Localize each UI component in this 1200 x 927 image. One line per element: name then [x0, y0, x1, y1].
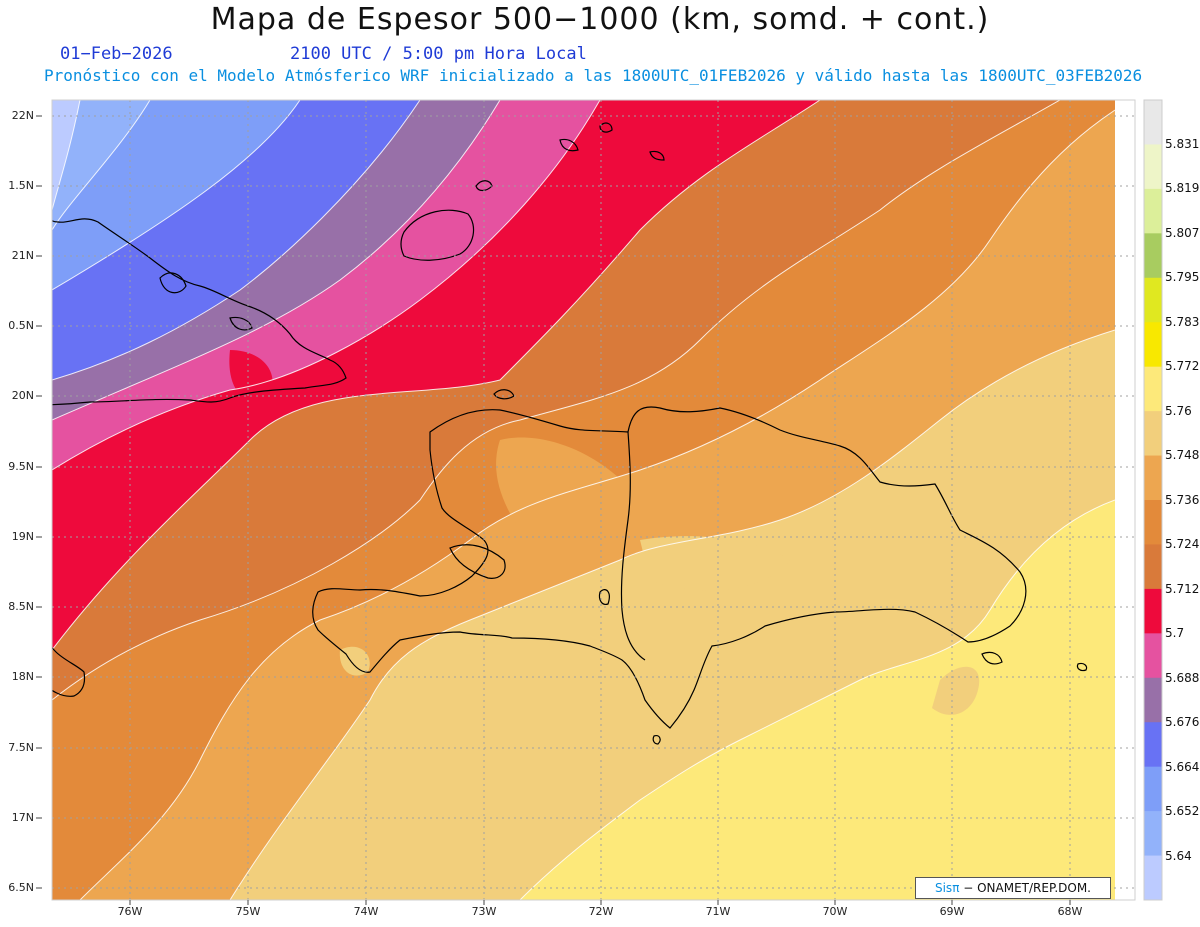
colorbar-label: 5.712	[1165, 582, 1200, 596]
contour-lines	[52, 100, 1115, 900]
credit-logo: Sisπ	[934, 881, 960, 895]
lat-label: 0.5N	[8, 319, 34, 332]
map-frame	[51, 99, 1136, 901]
colorbar-swatch-lavender	[1144, 855, 1162, 901]
colorbar-swatch-pale-blue	[1144, 811, 1162, 857]
lat-label: 21N	[11, 249, 34, 262]
thickness-fill	[52, 100, 1115, 900]
tick-marks	[36, 115, 1071, 905]
colorbar-swatch-light-yellow	[1144, 366, 1162, 412]
colorbar-label: 5.795	[1165, 270, 1200, 284]
colorbar-label: 5.676	[1165, 715, 1200, 729]
colorbar-label: 5.748	[1165, 448, 1200, 462]
colorbar-swatch-crimson	[1144, 588, 1162, 634]
forecast-date: 01−Feb−2026	[60, 44, 173, 64]
forecast-description: Pronóstico con el Modelo Atmósferico WRF…	[44, 66, 1143, 85]
lon-label: 68W	[1057, 905, 1083, 918]
graticule	[52, 100, 1135, 900]
forecast-time: 2100 UTC / 5:00 pm Hora Local	[290, 44, 587, 64]
lon-label: 73W	[471, 905, 497, 918]
lon-label: 71W	[705, 905, 731, 918]
colorbar-swatch-pink	[1144, 633, 1162, 679]
colorbar-label: 5.688	[1165, 671, 1200, 685]
colorbar-label: 5.772	[1165, 359, 1200, 373]
colorbar-label: 5.807	[1165, 226, 1200, 240]
lat-label: 9.5N	[8, 460, 34, 473]
colorbar-swatch-blue	[1144, 722, 1162, 768]
lon-label: 76W	[117, 905, 143, 918]
colorbar-label: 5.7	[1165, 626, 1185, 640]
credit-org: − ONAMET/REP.DOM.	[959, 881, 1091, 895]
colorbar-frame	[1143, 99, 1163, 901]
lon-label: 75W	[235, 905, 261, 918]
colorbar-label: 5.831	[1165, 137, 1200, 151]
lon-label: 72W	[588, 905, 614, 918]
colorbar-swatch-sand	[1144, 411, 1162, 457]
lat-label: 17N	[11, 811, 34, 824]
colorbar-label: 5.664	[1165, 760, 1200, 774]
lat-label: 8.5N	[8, 600, 34, 613]
lat-label: 6.5N	[8, 881, 34, 894]
colorbar-swatch-light-blue	[1144, 766, 1162, 812]
lon-label: 74W	[353, 905, 379, 918]
map-title: Mapa de Espesor 500−1000 (km, somd. + co…	[210, 2, 990, 37]
lat-label: 19N	[11, 530, 34, 543]
colorbar-label: 5.652	[1165, 804, 1200, 818]
colorbar-swatch-yellow-green	[1144, 277, 1162, 323]
colorbar-swatch-pale-lime	[1144, 144, 1162, 190]
lat-label: 7.5N	[8, 741, 34, 754]
lon-label: 69W	[939, 905, 965, 918]
colorbar-swatch-light-grey	[1144, 100, 1162, 145]
colorbar-label: 5.819	[1165, 181, 1200, 195]
colorbar-label: 5.736	[1165, 493, 1200, 507]
colorbar-label: 5.724	[1165, 537, 1200, 551]
colorbar-swatch-light-green	[1144, 188, 1162, 234]
colorbar-swatch-yellow	[1144, 322, 1162, 368]
credit-box: Sisπ − ONAMET/REP.DOM.	[915, 877, 1111, 899]
colorbar-swatch-green	[1144, 233, 1162, 279]
colorbar-label: 5.76	[1165, 404, 1192, 418]
lat-label: 1.5N	[8, 179, 34, 192]
lat-label: 18N	[11, 670, 34, 683]
colorbar-label: 5.783	[1165, 315, 1200, 329]
colorbar-swatch-light-orange	[1144, 455, 1162, 501]
colorbar	[1143, 99, 1163, 901]
colorbar-label: 5.64	[1165, 849, 1192, 863]
lon-label: 70W	[822, 905, 848, 918]
colorbar-swatch-dark-orange	[1144, 544, 1162, 590]
colorbar-swatch-orange	[1144, 500, 1162, 545]
lat-label: 20N	[11, 389, 34, 402]
colorbar-swatch-purple	[1144, 677, 1162, 723]
lat-label: 22N	[11, 109, 34, 122]
